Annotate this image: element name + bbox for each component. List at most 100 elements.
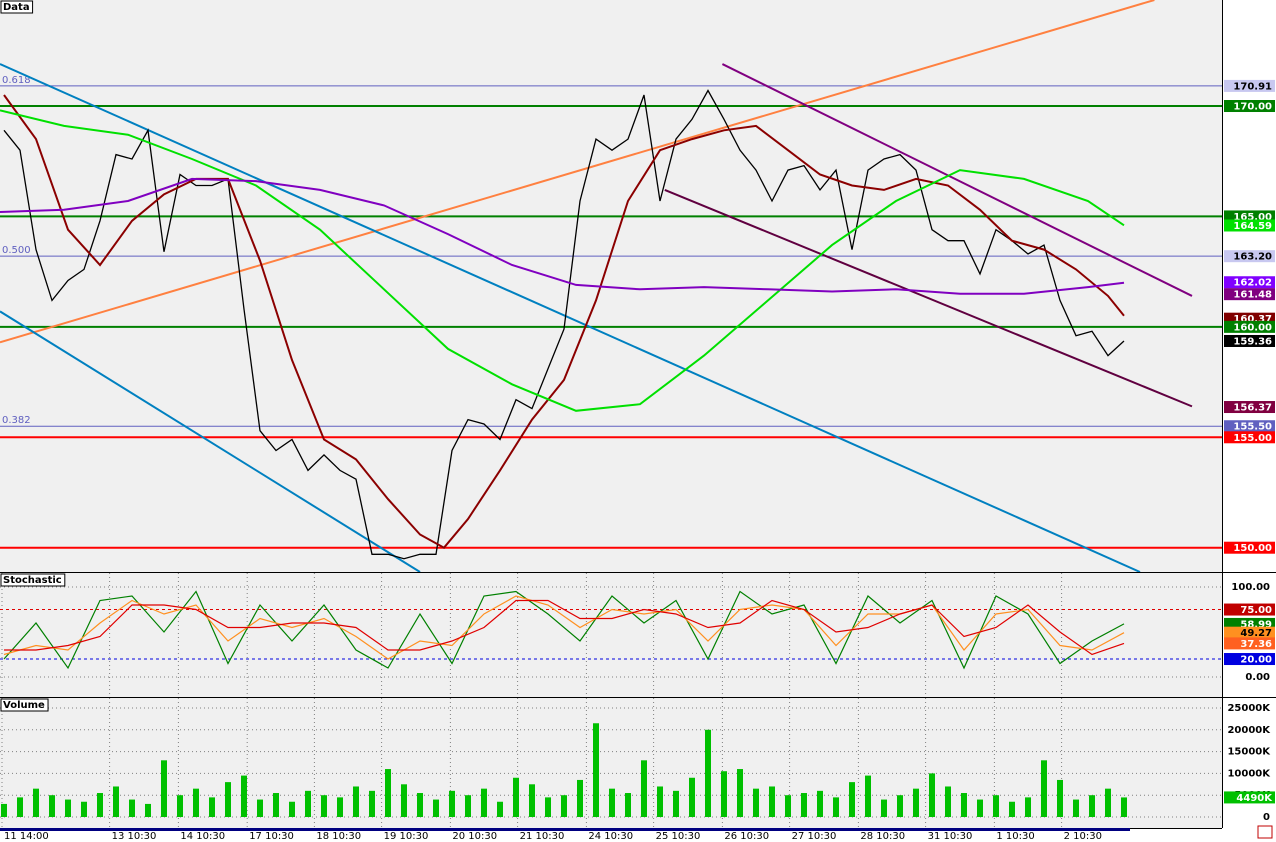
volume-bar [577,779,583,817]
volume-bar [369,790,375,817]
x-tick-label: 27 10:30 [792,831,837,842]
price-label-box [1224,320,1275,333]
volume-bar [881,799,887,817]
trendline [0,63,1141,572]
x-tick-label: 14 10:30 [180,831,225,842]
x-tick-label: 18 10:30 [316,831,361,842]
series-line [4,599,1125,656]
volume-bar [1025,797,1031,817]
panel [0,698,1222,828]
x-tick-label: 25 10:30 [656,831,701,842]
price-label-box [1224,100,1275,113]
volume-bar [545,797,551,817]
volume-bar [433,799,439,817]
scroll-button[interactable] [1257,825,1273,839]
volume-bar [849,782,855,817]
price-label: 170.00 [1233,102,1272,113]
volume-bar [129,799,135,817]
panel-title-box [0,573,66,587]
x-tick-label: 13 10:30 [112,831,157,842]
volume-bar [689,777,695,817]
volume-bar [465,795,471,817]
volume-bar [865,775,871,817]
y-tick-label: 0 [1263,812,1270,823]
series-line [0,177,1125,295]
price-label-box [1224,603,1275,616]
price-label: 20.00 [1240,655,1272,666]
price-label: 37.36 [1240,639,1272,650]
price-label-box [1224,334,1275,347]
volume-bar [1057,779,1063,817]
fib-label: 0.382 [2,415,31,426]
price-label-box [1224,637,1275,650]
panel-title: Volume [3,700,45,711]
panel: 0.618 0.500 0.382 [0,0,1222,572]
volume-bar [833,797,839,817]
volume-bar [241,775,247,817]
volume-bar [1,803,7,817]
price-label-box [1224,276,1275,289]
volume-bar [705,729,711,817]
x-tick-label: 19 10:30 [384,831,429,842]
price-label: 49.27 [1240,628,1272,639]
trendline [0,310,421,572]
volume-bar [673,790,679,817]
volume-bar [209,797,215,817]
volume-bar [929,773,935,817]
volume-bar [81,801,87,817]
volume-bar [769,786,775,817]
volume-bar [753,788,759,817]
price-label: 160.37 [1233,314,1272,325]
price-label: 155.50 [1233,422,1272,433]
volume-bar [625,793,631,817]
volume-bar [113,786,119,817]
volume-bar [657,786,663,817]
volume-bar [801,793,807,817]
x-tick-label: 28 10:30 [860,831,905,842]
volume-bar [385,769,391,817]
x-tick-label: 31 10:30 [928,831,973,842]
volume-bar [1073,799,1079,817]
panel-title-box [0,0,34,14]
volume-bar [33,788,39,817]
price-label-box [1224,626,1275,639]
x-tick-label: 21 10:30 [520,831,565,842]
price-label-box [1224,791,1275,804]
volume-bar [305,790,311,817]
volume-bar [945,786,951,817]
y-tick-label: 25000K [1227,703,1271,714]
price-label-box [1224,420,1275,433]
price-label-box [1224,210,1275,223]
panel [0,573,1222,697]
volume-bar [1121,797,1127,817]
price-label: 155.00 [1233,433,1272,444]
price-label-box [1224,401,1275,414]
volume-bar [49,795,55,817]
panel-title: Stochastic [3,575,62,586]
volume-bar [897,795,903,817]
y-tick-label: 10000K [1227,768,1271,779]
volume-bar [1041,760,1047,817]
price-label: 75.00 [1240,605,1272,616]
price-label: 162.02 [1233,278,1272,289]
session-strip [0,828,1130,831]
volume-bar [321,795,327,817]
volume-bar [177,795,183,817]
price-label-box [1224,541,1275,554]
x-tick-label: 24 10:30 [588,831,633,842]
volume-bar [913,788,919,817]
volume-bar [977,799,983,817]
panel-title-box [0,698,49,712]
price-label: 159.36 [1233,336,1272,347]
series-line [0,109,1125,412]
y-tick-label: 0.00 [1245,672,1270,683]
volume-bar [497,801,503,817]
fib-label: 0.500 [2,245,31,256]
volume-bar [97,793,103,817]
volume-bar [961,793,967,817]
y-tick-label: 15000K [1227,747,1271,758]
volume-bar [417,793,423,817]
price-label: 170.91 [1233,81,1272,92]
price-label: 150.00 [1233,543,1272,554]
